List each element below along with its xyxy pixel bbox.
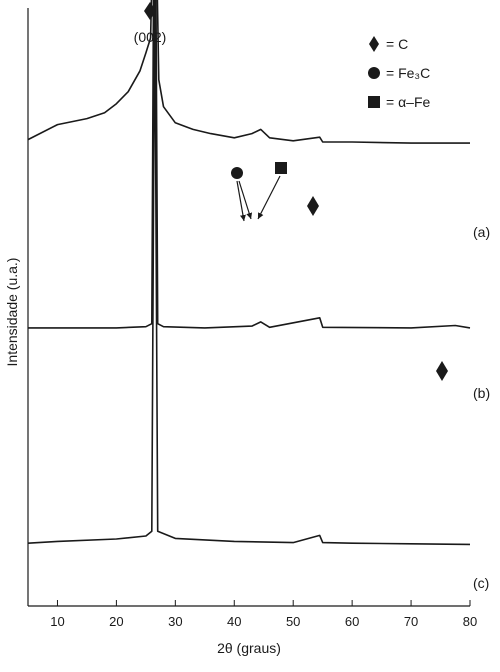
diamond-marker-002	[144, 2, 156, 20]
x-tick-label-80: 80	[463, 614, 477, 629]
fe3c-arrow-1	[236, 180, 246, 222]
legend-label-c: = C	[386, 36, 408, 52]
diamond-marker-a-54	[307, 196, 319, 216]
y-axis-label: Intensidade (u.a.)	[4, 258, 20, 367]
x-tick-label-30: 30	[168, 614, 182, 629]
alpha-fe-square-marker	[275, 162, 287, 174]
alpha-fe-arrow	[257, 175, 281, 220]
legend: = C = Fe₃C = α–Fe	[368, 36, 430, 110]
fe3c-arrow-2	[238, 180, 253, 220]
x-tick-label-50: 50	[286, 614, 300, 629]
fe3c-circle-marker	[231, 167, 243, 179]
series-label-a: (a)	[473, 224, 490, 240]
legend-label-alpha-fe: = α–Fe	[386, 94, 430, 110]
series-line-c	[27, 0, 471, 546]
peak-label-002: (002)	[134, 29, 167, 45]
series-line-a	[27, 0, 470, 144]
annotations: (002)	[134, 2, 448, 381]
x-tick-label-60: 60	[345, 614, 359, 629]
x-axis-label: 2θ (graus)	[217, 640, 281, 656]
x-ticks: 10 20 30 40 50 60 70 80	[50, 600, 477, 629]
series-line-b	[28, 0, 471, 329]
legend-square-icon	[368, 96, 380, 108]
series-label-c: (c)	[473, 575, 489, 591]
legend-label-fe3c: = Fe₃C	[386, 65, 430, 81]
x-tick-label-70: 70	[404, 614, 418, 629]
x-tick-label-10: 10	[50, 614, 64, 629]
legend-diamond-icon	[369, 36, 379, 52]
plot-frame	[27, 8, 470, 607]
legend-circle-icon	[368, 67, 380, 79]
x-tick-label-40: 40	[227, 614, 241, 629]
series-layer	[27, 0, 471, 546]
series-label-b: (b)	[473, 385, 490, 401]
x-tick-label-20: 20	[109, 614, 123, 629]
diamond-marker-b-77	[436, 361, 448, 381]
